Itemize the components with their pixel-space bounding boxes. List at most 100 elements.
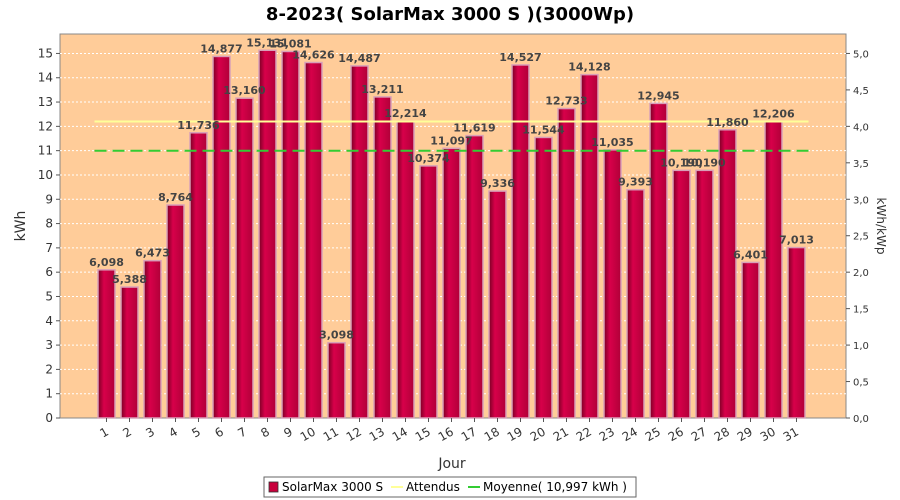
bar <box>281 50 300 419</box>
x-tick-label: 21 <box>551 424 571 444</box>
bar-value-label: 6,473 <box>135 247 170 260</box>
bar <box>557 107 576 419</box>
bar-value-label: 15,081 <box>269 37 311 50</box>
y-tick-label: 4 <box>45 314 53 328</box>
y2-tick-label: 1,0 <box>853 341 869 352</box>
x-tick-label: 8 <box>258 424 272 440</box>
x-tick-label: 6 <box>212 424 226 440</box>
x-tick-label: 13 <box>367 424 387 444</box>
bar <box>212 55 231 419</box>
bar <box>258 49 277 419</box>
y2-axis-label: kWh/kWp <box>874 198 888 255</box>
x-tick-label: 16 <box>436 424 456 444</box>
bar <box>695 169 714 419</box>
x-tick-label: 3 <box>143 424 157 440</box>
bar-value-label: 14,487 <box>338 52 380 65</box>
bar-value-label: 6,098 <box>89 256 124 269</box>
x-axis-label: Jour <box>437 456 466 472</box>
y2-tick-label: 5,0 <box>853 49 869 60</box>
bar-value-label: 9,336 <box>480 177 515 190</box>
x-tick-label: 18 <box>482 424 502 444</box>
y-tick-label: 6 <box>45 265 53 279</box>
bar <box>741 261 760 419</box>
bar-value-label: 5,388 <box>112 273 147 286</box>
legend-swatch-production <box>268 481 279 493</box>
bar <box>718 129 737 419</box>
chart-title: 8-2023( SolarMax 3000 S )(3000Wp) <box>266 4 634 25</box>
x-tick-label: 26 <box>666 424 686 444</box>
y2-axis: 0,0 0,5 1,0 1,5 2,0 2,5 3,0 3,5 4,0 4,5 5,0 <box>846 49 869 425</box>
bar-value-label: 10,190 <box>660 156 703 169</box>
y-tick-label: 12 <box>38 119 53 133</box>
bar <box>787 246 806 419</box>
y2-tick-label: 2,5 <box>853 232 869 243</box>
x-tick-label: 24 <box>620 424 640 444</box>
bar <box>327 341 346 419</box>
bar-value-label: 10,374 <box>407 152 450 165</box>
y-tick-label: 2 <box>45 362 53 376</box>
bar <box>626 188 645 419</box>
legend-box <box>263 476 637 498</box>
bar <box>235 97 254 419</box>
reference-lines <box>94 120 809 152</box>
x-tick-label: 31 <box>781 424 801 444</box>
y2-tick-label: 3,5 <box>853 159 869 170</box>
x-tick-label: 2 <box>120 424 134 440</box>
x-tick-label: 17 <box>459 424 479 444</box>
bar-value-label: 12,206 <box>752 107 795 120</box>
legend-label-production: SolarMax 3000 S <box>282 480 383 494</box>
bar <box>373 96 392 419</box>
bar <box>97 269 116 419</box>
bar-value-label: 15,131 <box>246 36 288 49</box>
bar <box>304 61 323 419</box>
x-tick-label: 11 <box>321 424 341 444</box>
bar-value-label: 12,733 <box>545 95 587 108</box>
bar-value-label: 14,527 <box>499 51 541 64</box>
bar-value-label: 12,214 <box>384 107 427 120</box>
y-tick-label: 5 <box>45 289 53 303</box>
y2-tick-label: 1,5 <box>853 305 869 316</box>
bar <box>350 65 369 419</box>
y2-tick-label: 0,5 <box>853 378 869 389</box>
y2-tick-label: 4,0 <box>853 122 869 133</box>
y-tick-label: 3 <box>45 338 53 352</box>
bar <box>419 165 438 419</box>
bar-value-label: 11,035 <box>591 136 633 149</box>
y-tick-label: 13 <box>38 95 53 109</box>
x-tick-label: 22 <box>574 424 594 444</box>
bar-value-label: 11,619 <box>453 122 495 135</box>
y-tick-label: 7 <box>45 241 53 255</box>
bar-value-label: 10,190 <box>683 156 726 169</box>
y2-tick-label: 4,5 <box>853 86 869 97</box>
x-tick-label: 28 <box>712 424 732 444</box>
bar <box>764 120 783 419</box>
bar <box>603 149 622 419</box>
bar <box>396 120 415 419</box>
x-tick-label: 7 <box>235 424 249 440</box>
x-tick-label: 10 <box>298 424 318 444</box>
bar-value-label: 13,211 <box>361 83 403 96</box>
y-tick-label: 9 <box>45 192 53 206</box>
bar-value-label: 11,097 <box>430 134 472 147</box>
y-tick-label: 1 <box>45 387 53 401</box>
legend: SolarMax 3000 S Attendus Moyenne( 10,997… <box>263 476 637 498</box>
y-tick-label: 15 <box>38 46 53 60</box>
bar-value-label: 11,860 <box>706 116 749 129</box>
y2-tick-label: 0,0 <box>853 414 869 425</box>
x-tick-label: 9 <box>281 424 295 440</box>
y-tick-label: 14 <box>38 71 53 85</box>
legend-label-average: Moyenne( 10,997 kWh ) <box>483 480 627 494</box>
bar-labels: 6,098 5,388 6,473 8,764 11,736 14,877 13,160 15… <box>89 36 814 341</box>
bar-value-label: 11,736 <box>177 119 220 132</box>
x-tick-label: 27 <box>689 424 709 444</box>
y-axis-label: kWh <box>13 211 29 242</box>
x-tick-label: 19 <box>505 424 525 444</box>
y2-tick-label: 2,0 <box>853 268 869 279</box>
x-tick-label: 15 <box>413 424 433 444</box>
y-tick-label: 10 <box>38 168 53 182</box>
bar <box>580 73 599 419</box>
bar <box>534 136 553 419</box>
